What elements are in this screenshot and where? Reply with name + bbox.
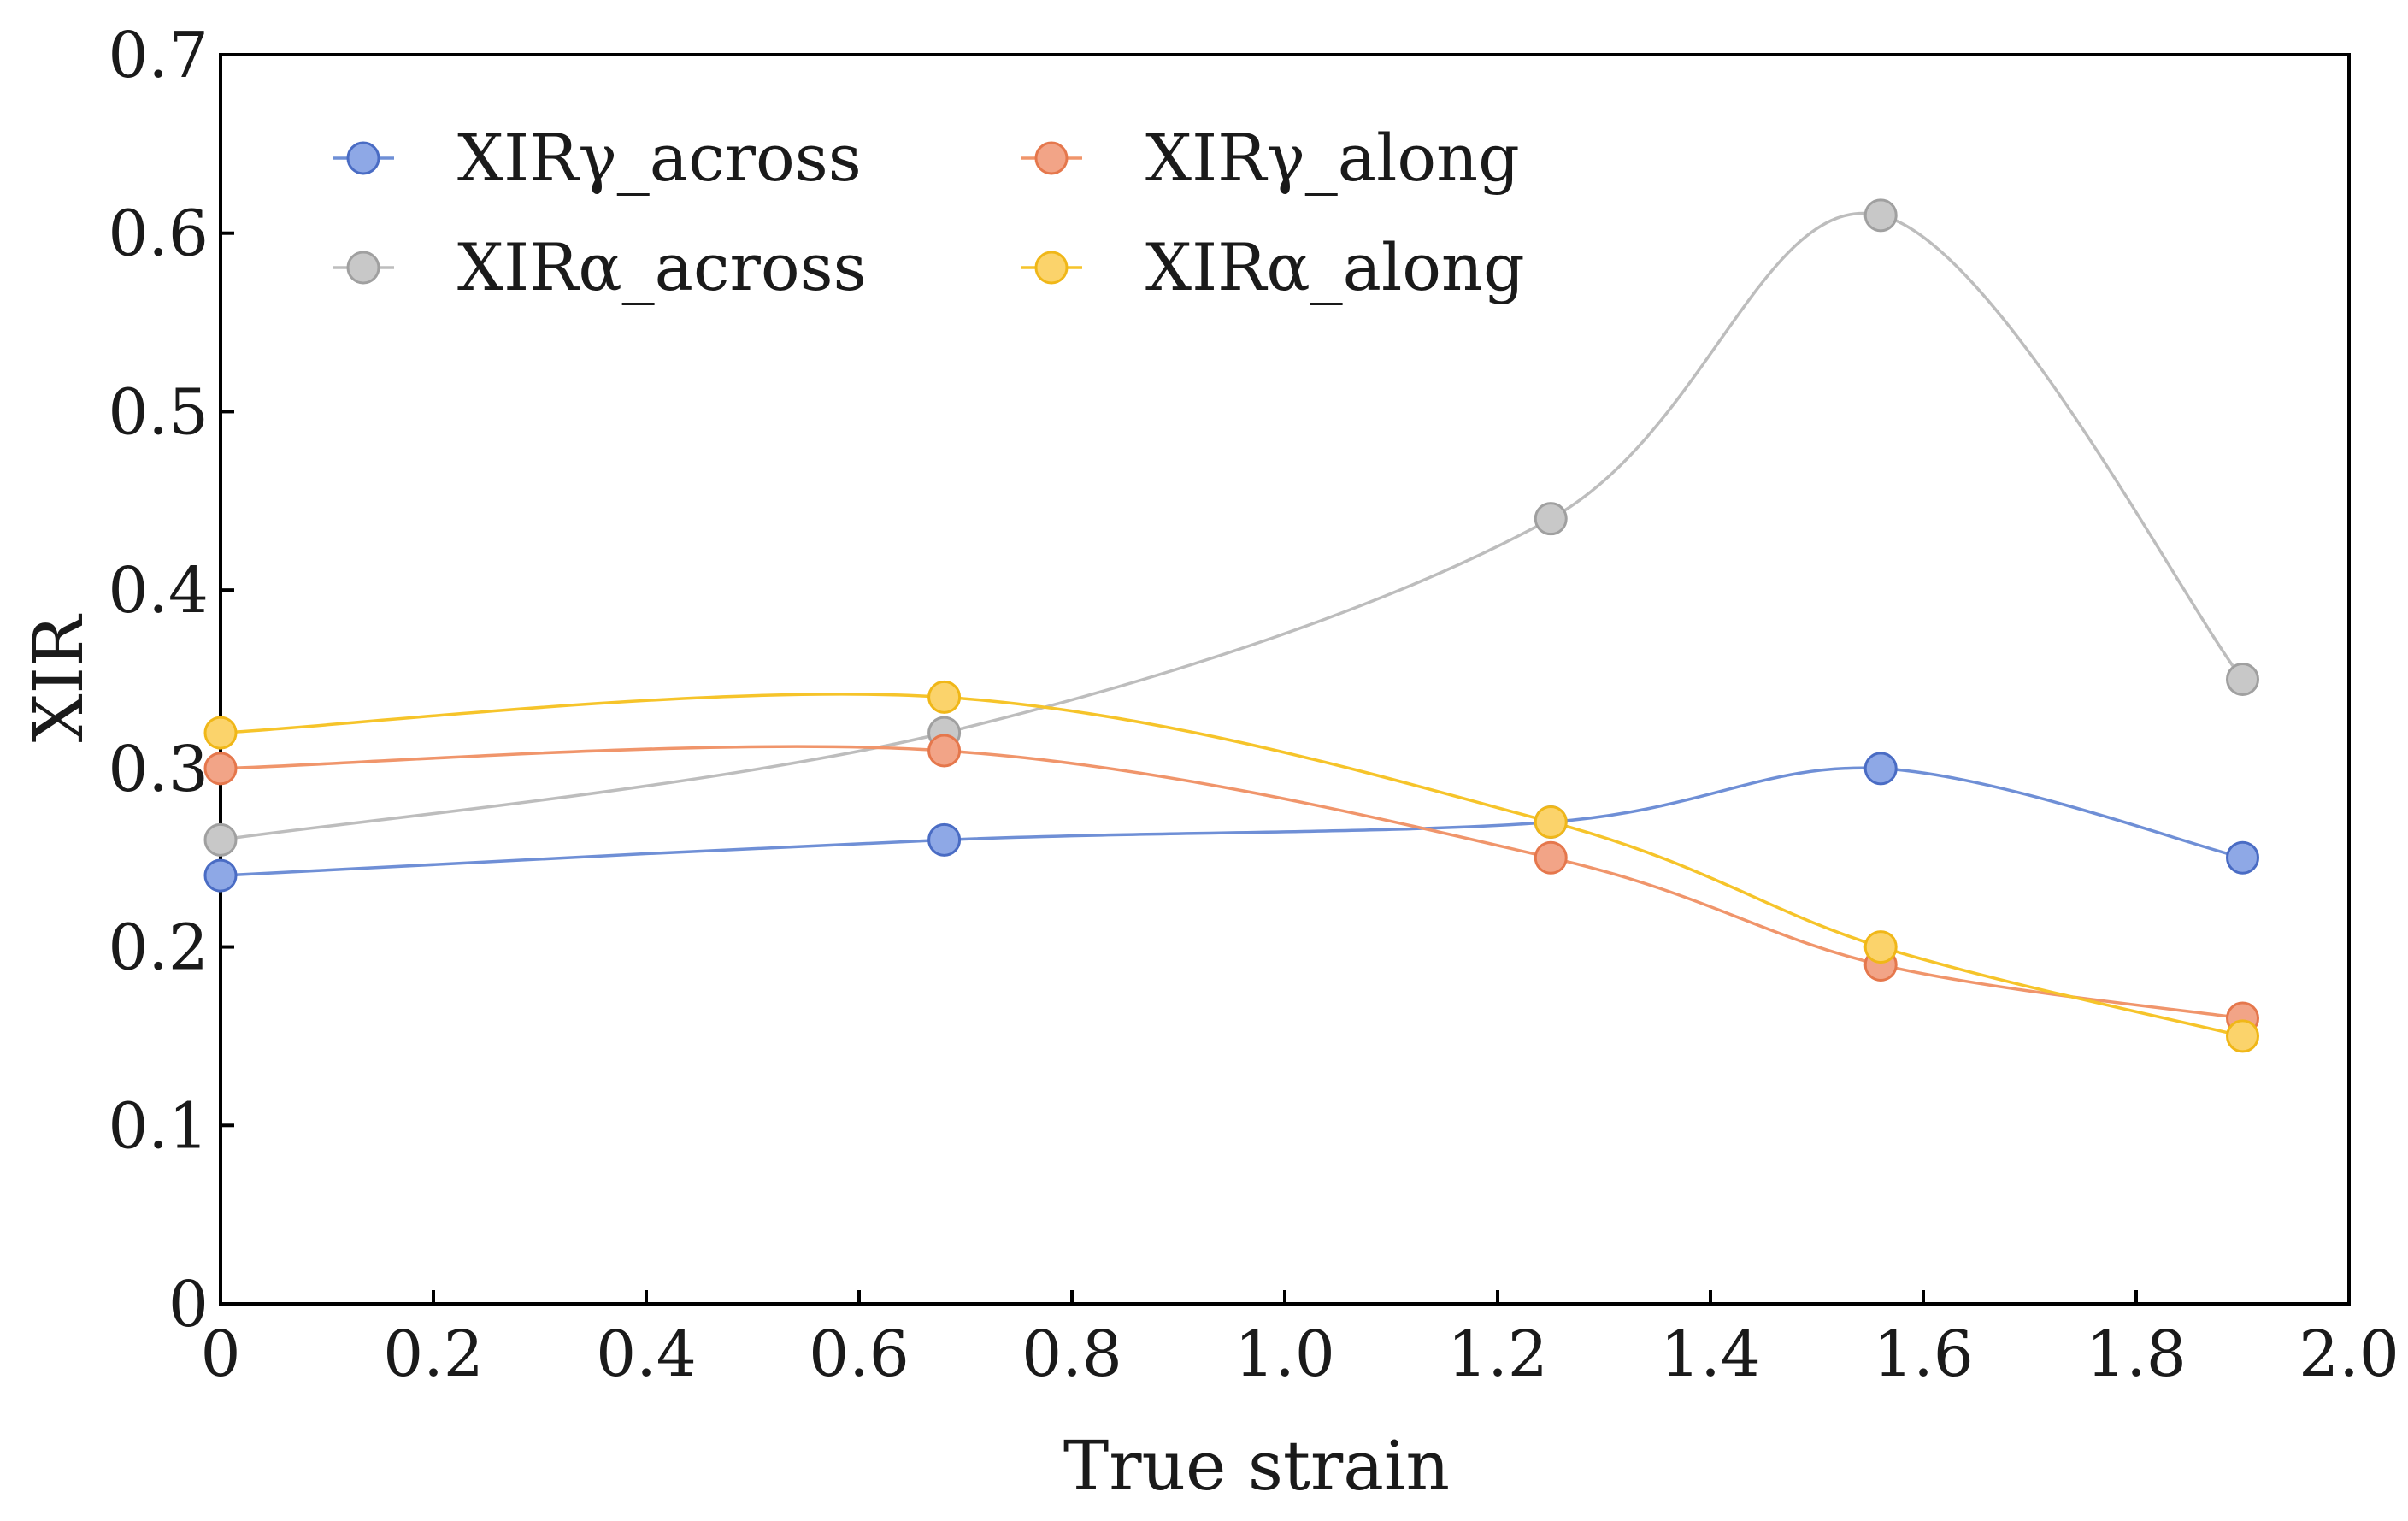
y-axis-title: XIR — [19, 613, 98, 743]
data-point-series-1 — [203, 752, 238, 786]
x-axis-title: True strain — [1063, 1426, 1450, 1506]
x-tick-label: 0.8 — [1021, 1318, 1122, 1391]
plot-frame — [219, 53, 2351, 1306]
x-tick-label: 1.2 — [1447, 1318, 1548, 1391]
data-point-series-0 — [1863, 752, 1898, 786]
y-tick-label: 0.4 — [108, 554, 209, 628]
x-tick-label: 0.2 — [383, 1318, 484, 1391]
data-point-series-2 — [1863, 198, 1898, 233]
x-tick-label: 1.0 — [1234, 1318, 1335, 1391]
data-point-series-0 — [927, 822, 962, 857]
data-point-series-1 — [1534, 840, 1568, 875]
data-point-series-3 — [203, 716, 238, 750]
data-point-series-3 — [1863, 930, 1898, 964]
legend-label: XIRγ_along — [1145, 120, 1520, 196]
series-layer — [203, 198, 2259, 1053]
legend-swatch-marker — [1034, 251, 1069, 285]
legend-label: XIRα_along — [1145, 229, 1525, 305]
legend-label: XIRγ_across — [457, 120, 862, 196]
y-tick-label: 0.7 — [108, 19, 209, 92]
legend: XIRγ_across XIRγ_along XIRα_across XIRα_alo… — [333, 120, 1525, 305]
y-tick-label: 0.2 — [108, 911, 209, 985]
x-tick-label: 0.6 — [809, 1318, 910, 1391]
data-point-series-2 — [1534, 502, 1568, 536]
data-point-series-3 — [927, 680, 962, 714]
x-tick-label: 1.6 — [1873, 1318, 1974, 1391]
data-point-series-1 — [927, 734, 962, 768]
y-axis: 0 0.1 0.2 0.3 0.4 0.5 0.6 0.7 — [108, 19, 234, 1341]
series-line-3 — [220, 693, 2243, 1038]
x-tick-label: 1.8 — [2086, 1318, 2187, 1391]
x-tick-label: 2.0 — [2299, 1318, 2399, 1391]
data-point-series-0 — [203, 858, 238, 893]
series-line-1 — [220, 745, 2243, 1020]
legend-swatch-marker — [346, 251, 380, 285]
x-tick-label: 0.4 — [596, 1318, 697, 1391]
data-point-series-0 — [2226, 840, 2259, 875]
y-tick-label: 0 — [168, 1268, 209, 1341]
series-line-2 — [220, 211, 2244, 842]
x-tick-label: 0 — [200, 1318, 240, 1391]
y-tick-label: 0.3 — [108, 733, 209, 806]
y-tick-label: 0.1 — [108, 1089, 209, 1163]
x-axis: 0 0.2 0.4 0.6 0.8 1.0 1.2 1.4 1.6 1.8 2.0 — [200, 1290, 2399, 1391]
y-tick-label: 0.5 — [108, 375, 209, 449]
legend-label: XIRα_across — [457, 229, 867, 305]
y-tick-label: 0.6 — [108, 197, 209, 271]
legend-swatch-marker — [1034, 141, 1069, 175]
data-point-series-2 — [203, 822, 238, 857]
legend-swatch-marker — [346, 141, 380, 175]
x-tick-label: 1.4 — [1660, 1318, 1761, 1391]
data-point-series-3 — [1534, 805, 1568, 839]
data-point-series-3 — [2226, 1019, 2259, 1053]
data-point-series-2 — [2226, 663, 2259, 696]
